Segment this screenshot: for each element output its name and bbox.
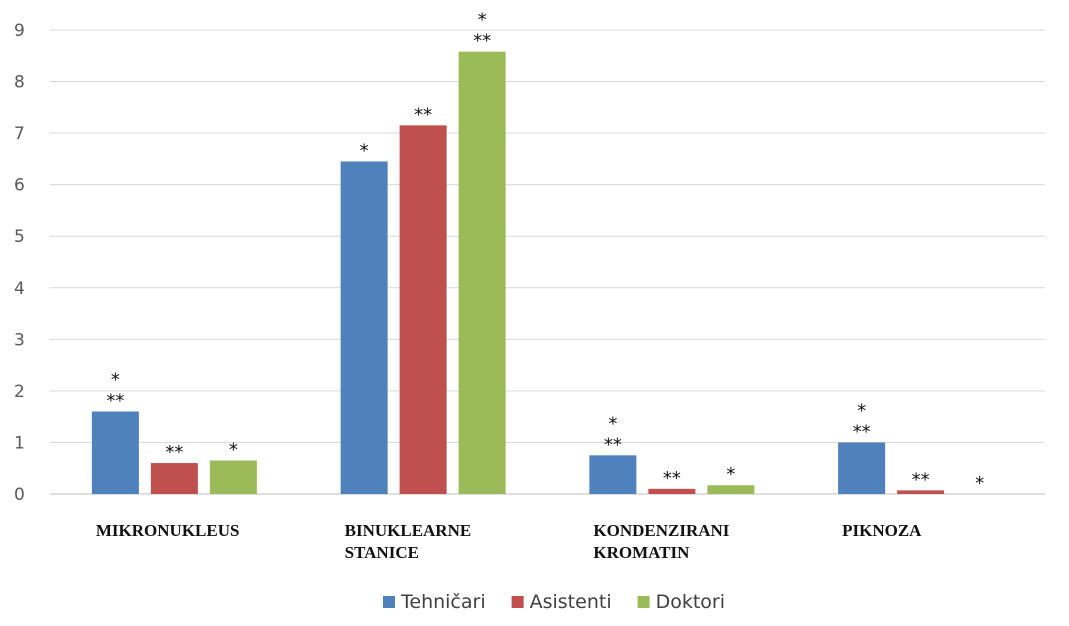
significance-label: * [360, 140, 369, 161]
significance-label: ** [165, 442, 183, 463]
legend-swatch [383, 596, 395, 608]
bar [897, 490, 945, 494]
legend-swatch [511, 596, 524, 608]
bar [340, 161, 388, 494]
significance-label: * [857, 400, 866, 421]
legend-label: Asistenti [530, 591, 612, 613]
y-tick-label: 4 [14, 279, 25, 299]
category-label: KROMATIN [593, 543, 690, 562]
category-label: KONDENZIRANI [593, 521, 729, 540]
bar [209, 460, 257, 494]
y-tick-label: 1 [14, 433, 25, 453]
significance-label: ** [853, 421, 871, 442]
bar [648, 488, 696, 494]
y-tick-label: 5 [14, 227, 25, 247]
bar [838, 442, 886, 494]
significance-label: ** [912, 469, 930, 490]
significance-label: ** [106, 391, 124, 412]
significance-label: * [608, 413, 617, 434]
y-tick-label: 8 [14, 73, 25, 93]
y-tick-label: 6 [14, 176, 25, 196]
bar [589, 455, 637, 494]
significance-label: * [229, 439, 238, 460]
bar [150, 463, 198, 494]
category-label: BINUKLEARNE [345, 521, 472, 540]
legend-swatch [637, 596, 650, 608]
category-label: STANICE [345, 543, 419, 562]
significance-label: * [111, 370, 120, 391]
significance-label: ** [663, 468, 681, 489]
category-label: MIKRONUKLEUS [96, 521, 240, 540]
significance-label: * [726, 464, 735, 485]
y-tick-label: 7 [14, 124, 25, 144]
bar [458, 51, 506, 495]
category-label: PIKNOZA [842, 521, 922, 540]
y-tick-label: 9 [14, 21, 25, 41]
significance-label: ** [414, 104, 432, 125]
legend-label: Tehničari [400, 591, 486, 613]
bar [707, 485, 755, 494]
y-tick-label: 0 [14, 485, 25, 505]
bar [399, 125, 447, 494]
y-tick-label: 2 [14, 382, 25, 402]
significance-label: * [478, 10, 487, 31]
significance-label: * [975, 473, 984, 494]
significance-label: ** [604, 434, 622, 455]
legend-label: Doktori [656, 591, 725, 613]
bar [91, 411, 139, 494]
y-tick-label: 3 [14, 330, 25, 350]
significance-label: ** [473, 31, 491, 52]
